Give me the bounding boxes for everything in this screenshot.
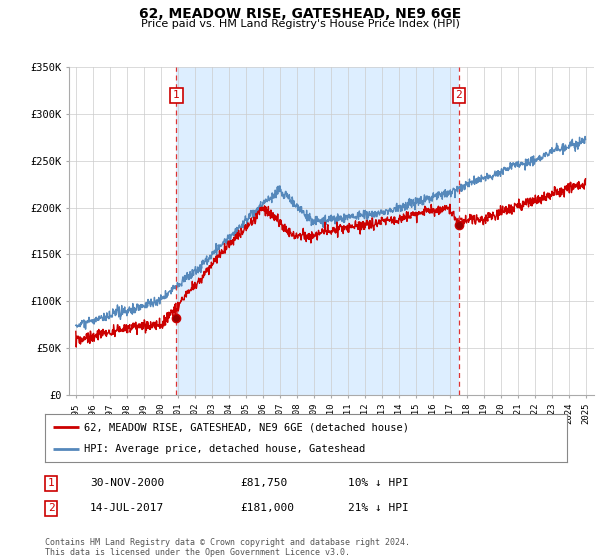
Bar	[176, 67, 459, 395]
Text: Price paid vs. HM Land Registry's House Price Index (HPI): Price paid vs. HM Land Registry's House …	[140, 19, 460, 29]
Text: 1: 1	[173, 90, 180, 100]
Text: 10% ↓ HPI: 10% ↓ HPI	[348, 478, 409, 488]
Text: 2: 2	[455, 90, 462, 100]
Text: 14-JUL-2017: 14-JUL-2017	[90, 503, 164, 514]
Text: HPI: Average price, detached house, Gateshead: HPI: Average price, detached house, Gate…	[84, 444, 365, 454]
Text: 1: 1	[47, 478, 55, 488]
Text: Contains HM Land Registry data © Crown copyright and database right 2024.
This d: Contains HM Land Registry data © Crown c…	[45, 538, 410, 557]
Text: 2: 2	[47, 503, 55, 514]
Text: 30-NOV-2000: 30-NOV-2000	[90, 478, 164, 488]
Text: 62, MEADOW RISE, GATESHEAD, NE9 6GE: 62, MEADOW RISE, GATESHEAD, NE9 6GE	[139, 7, 461, 21]
Text: £81,750: £81,750	[240, 478, 287, 488]
Text: £181,000: £181,000	[240, 503, 294, 514]
Text: 62, MEADOW RISE, GATESHEAD, NE9 6GE (detached house): 62, MEADOW RISE, GATESHEAD, NE9 6GE (det…	[84, 422, 409, 432]
Text: 21% ↓ HPI: 21% ↓ HPI	[348, 503, 409, 514]
